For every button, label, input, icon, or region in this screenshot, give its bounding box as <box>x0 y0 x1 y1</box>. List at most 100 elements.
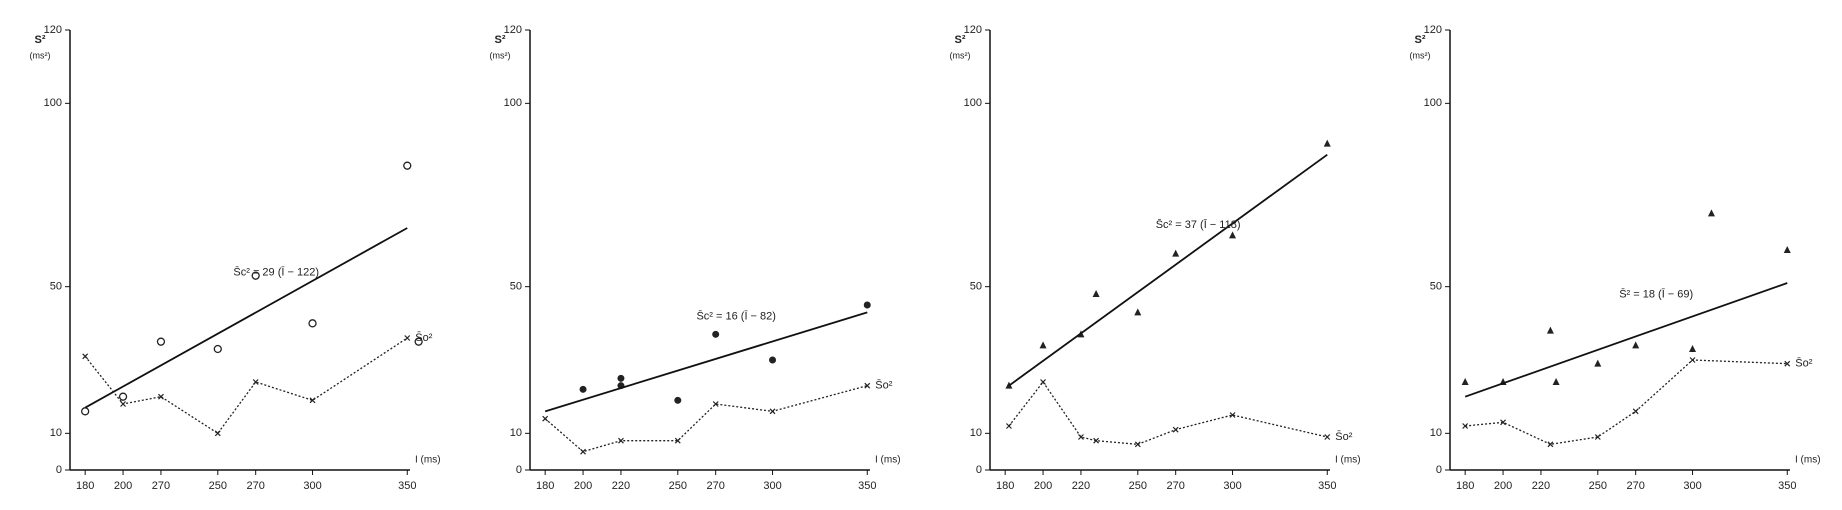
x-tick-label: 180 <box>996 480 1014 492</box>
fit-line <box>84 227 408 409</box>
point <box>1500 419 1506 426</box>
point <box>1547 441 1554 448</box>
x-tick-label: 250 <box>1129 480 1147 492</box>
y-tick-label: 120 <box>504 24 522 36</box>
x-tick-label: 250 <box>1589 480 1607 492</box>
point <box>1689 345 1697 352</box>
y-axis-label: S² <box>495 34 506 46</box>
x-tick-label: 300 <box>303 480 321 492</box>
x-tick-label: 180 <box>1456 480 1474 492</box>
y-tick-label: 0 <box>56 464 62 476</box>
x-tick-label: 200 <box>1494 480 1512 492</box>
point <box>1784 360 1791 367</box>
series-label: S̄o² <box>415 331 432 344</box>
x-tick-label: 180 <box>76 480 94 492</box>
point <box>1546 326 1554 334</box>
dotted-line <box>84 337 408 435</box>
point <box>1689 357 1696 363</box>
point <box>1594 359 1602 367</box>
fit-equation: S̄² = 18 (Ī − 69) <box>1619 288 1693 301</box>
point <box>1092 290 1100 297</box>
x-tick-label: 200 <box>574 480 592 492</box>
x-tick-label: 200 <box>1034 480 1052 492</box>
point <box>309 397 316 404</box>
fit-line <box>1008 153 1328 387</box>
point <box>618 437 624 444</box>
series-label: S̄o² <box>1795 357 1812 370</box>
y-tick-label: 120 <box>1424 24 1442 36</box>
point <box>118 392 128 401</box>
point <box>214 430 221 437</box>
point <box>863 301 871 309</box>
x-tick-label: 270 <box>152 480 170 492</box>
point <box>252 379 259 385</box>
y-tick-label: 50 <box>1430 281 1442 293</box>
point <box>251 271 260 280</box>
y-tick-label: 120 <box>44 24 62 36</box>
y-axis-label: S² <box>955 34 966 46</box>
fit-line <box>544 311 868 413</box>
x-axis-label: I (ms) <box>1335 455 1361 466</box>
point <box>404 335 411 341</box>
x-tick-label: 350 <box>1778 480 1796 492</box>
point <box>1229 412 1236 418</box>
x-tick-label: 220 <box>1532 480 1550 492</box>
point <box>1134 308 1142 316</box>
y-tick-label: 50 <box>50 281 62 293</box>
x-axis-label: I (ms) <box>415 455 441 466</box>
point <box>1093 437 1100 444</box>
point <box>864 382 871 389</box>
y-tick-label: 100 <box>964 97 982 109</box>
point <box>674 437 681 444</box>
x-tick-label: 220 <box>612 480 630 492</box>
point <box>1632 341 1640 349</box>
point <box>414 337 423 346</box>
point <box>542 415 549 422</box>
point <box>712 330 720 338</box>
point <box>81 407 90 416</box>
dotted-line <box>1465 359 1788 446</box>
point <box>1594 434 1601 440</box>
y-axis-label: S² <box>35 34 46 46</box>
series-label: S̄o² <box>875 379 892 392</box>
point <box>769 356 777 364</box>
point <box>580 448 586 455</box>
y-tick-label: 10 <box>970 427 982 439</box>
point <box>1172 249 1180 257</box>
y-tick-label: 0 <box>976 464 982 476</box>
point <box>308 319 317 328</box>
point <box>712 401 719 407</box>
point <box>1323 139 1331 147</box>
x-tick-label: 250 <box>209 480 227 492</box>
x-tick-label: 270 <box>707 480 725 492</box>
x-tick-label: 350 <box>1318 480 1336 492</box>
point <box>213 344 222 354</box>
y-axis-unit: (ms²) <box>490 50 511 60</box>
point <box>1324 434 1331 440</box>
fit-line <box>1464 282 1788 398</box>
x-tick-label: 250 <box>669 480 687 492</box>
y-tick-label: 10 <box>50 427 62 439</box>
point <box>1707 209 1715 217</box>
fit-equation: S̄c² = 37 (Ī − 118) <box>1156 218 1241 231</box>
y-tick-label: 120 <box>964 24 982 36</box>
point <box>1078 434 1084 440</box>
x-tick-label: 200 <box>114 480 132 492</box>
y-tick-label: 0 <box>516 464 522 476</box>
x-tick-label: 350 <box>858 480 876 492</box>
x-axis-label: I (ms) <box>875 455 901 466</box>
fit-equation: S̄c² = 29 (Ī − 122) <box>233 266 319 279</box>
point <box>403 161 412 170</box>
point <box>1462 423 1469 429</box>
point <box>617 374 625 382</box>
point <box>1172 426 1179 433</box>
y-tick-label: 0 <box>1436 464 1442 476</box>
x-tick-label: 300 <box>763 480 781 492</box>
point <box>1006 423 1012 429</box>
point <box>769 408 776 415</box>
y-axis-unit: (ms²) <box>1410 50 1431 60</box>
x-tick-label: 270 <box>247 480 265 492</box>
y-axis-unit: (ms²) <box>950 50 971 60</box>
x-tick-label: 350 <box>398 480 416 492</box>
